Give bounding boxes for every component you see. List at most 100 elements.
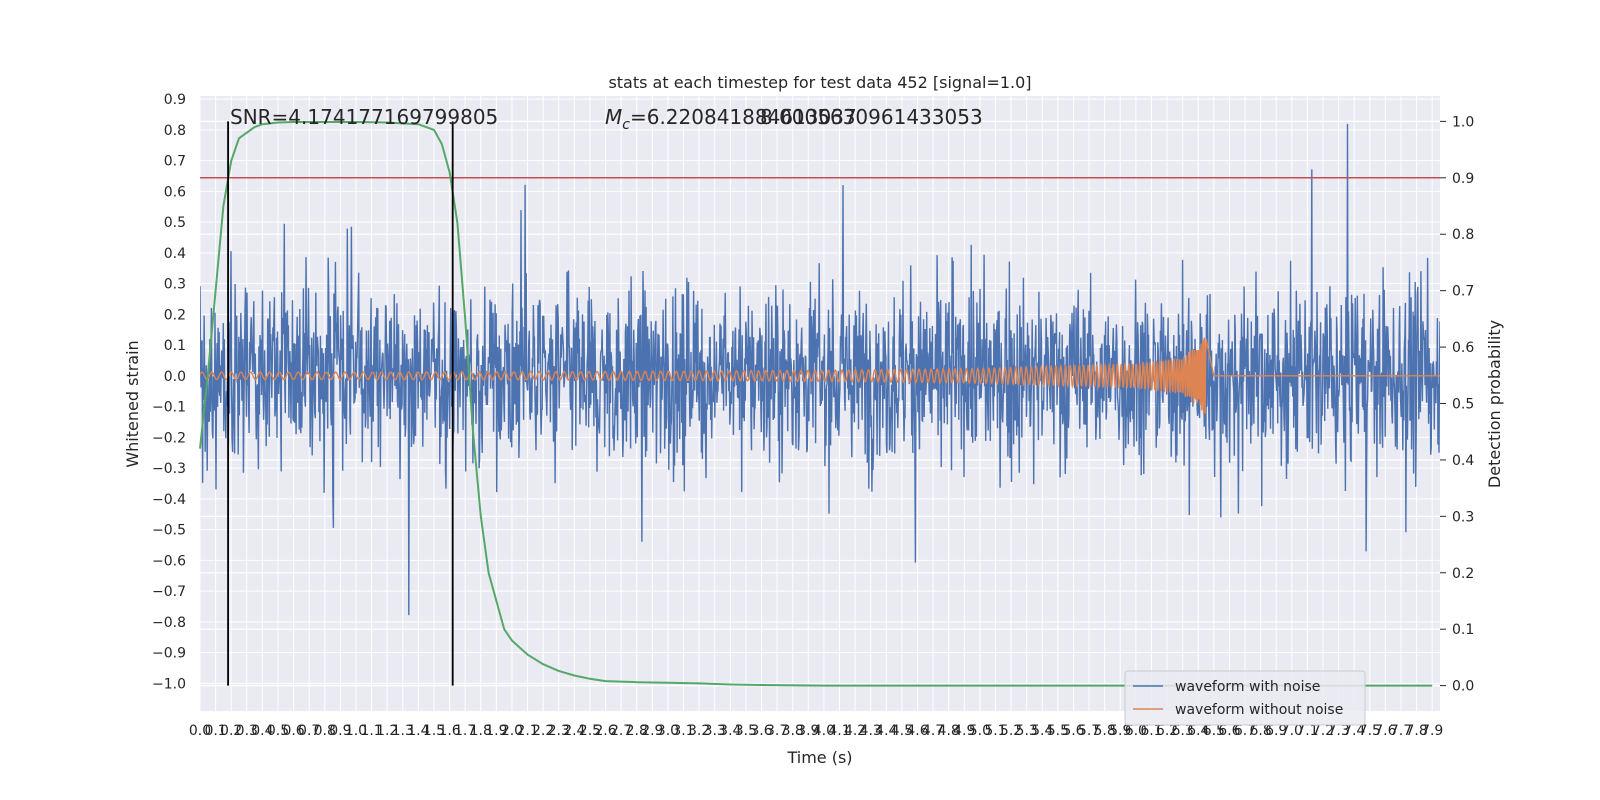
x-tick-label: 1.4 bbox=[407, 723, 429, 739]
x-tick-label: 2.5 bbox=[579, 723, 601, 739]
x-tick-label: 7.8 bbox=[1405, 723, 1427, 739]
data-layer bbox=[200, 123, 1440, 616]
y-tick-label: 0.7 bbox=[164, 154, 186, 170]
y-tick-label: −0.1 bbox=[152, 400, 186, 416]
x-tick-label: 4.1 bbox=[828, 723, 850, 739]
x-tick-label: 5.3 bbox=[1016, 723, 1038, 739]
x-tick-label: 2.7 bbox=[610, 723, 632, 739]
y-tick-label: −0.9 bbox=[152, 646, 186, 662]
x-tick-label: 7.0 bbox=[1281, 723, 1303, 739]
ticks: 0.00.10.20.30.40.50.60.70.80.91.01.11.21… bbox=[152, 92, 1474, 739]
x-tick-label: 3.0 bbox=[657, 723, 679, 739]
x-tick-label: 3.7 bbox=[766, 723, 788, 739]
x-axis-label: Time (s) bbox=[786, 748, 852, 767]
overlay-layer bbox=[199, 121, 1440, 687]
x-tick-label: 0.7 bbox=[298, 723, 320, 739]
y2-tick-label: 0.3 bbox=[1452, 509, 1474, 525]
x-tick-label: 2.4 bbox=[563, 723, 585, 739]
x-tick-label: 3.2 bbox=[688, 723, 710, 739]
x-tick-label: 3.4 bbox=[719, 723, 741, 739]
series-waveform-with-noise bbox=[200, 123, 1440, 616]
y-tick-label: −0.4 bbox=[152, 492, 186, 508]
x-tick-label: 2.6 bbox=[594, 723, 616, 739]
y2-tick-label: 1.0 bbox=[1452, 114, 1474, 130]
x-tick-label: 2.0 bbox=[501, 723, 523, 739]
y-tick-label: 0.5 bbox=[164, 215, 186, 231]
x-tick-label: 7.4 bbox=[1343, 723, 1365, 739]
y2-tick-label: 0.1 bbox=[1452, 622, 1474, 638]
legend: waveform with noise waveform without noi… bbox=[1124, 670, 1366, 726]
x-tick-label: 7.7 bbox=[1390, 723, 1412, 739]
y2-tick-label: 0.9 bbox=[1452, 171, 1474, 187]
x-tick-label: 4.0 bbox=[813, 723, 835, 739]
y-tick-label: 0.8 bbox=[164, 123, 186, 139]
chart-title: stats at each timestep for test data 452… bbox=[608, 73, 1031, 92]
y2-tick-label: 0.5 bbox=[1452, 397, 1474, 413]
x-tick-label: 4.8 bbox=[938, 723, 960, 739]
x-tick-label: 4.4 bbox=[875, 723, 897, 739]
legend-box bbox=[1124, 670, 1366, 726]
y-tick-label: 0.3 bbox=[164, 277, 186, 293]
x-tick-label: 3.5 bbox=[735, 723, 757, 739]
x-tick-label: 1.8 bbox=[470, 723, 492, 739]
x-tick-label: 6.1 bbox=[1140, 723, 1162, 739]
x-tick-label: 1.6 bbox=[438, 723, 460, 739]
overlap-annotation: 8.0005630961433053 bbox=[760, 105, 983, 129]
x-tick-label: 5.0 bbox=[969, 723, 991, 739]
x-tick-label: 7.9 bbox=[1421, 723, 1443, 739]
x-tick-label: 5.4 bbox=[1031, 723, 1053, 739]
mc-annotation: Mc=6.220841884613037 bbox=[605, 105, 857, 133]
y2-tick-label: 0.6 bbox=[1452, 340, 1474, 356]
y-tick-label: −0.8 bbox=[152, 615, 186, 631]
x-tick-label: 6.8 bbox=[1249, 723, 1271, 739]
legend-label-clean: waveform without noise bbox=[1175, 702, 1343, 718]
series-waveform-without-noise bbox=[200, 337, 1440, 414]
y-axis-label: Whitened strain bbox=[123, 340, 142, 467]
x-tick-label: 7.6 bbox=[1374, 723, 1396, 739]
x-tick-label: 5.9 bbox=[1109, 723, 1131, 739]
y-tick-label: −0.7 bbox=[152, 584, 186, 600]
y-tick-label: 0.1 bbox=[164, 338, 186, 354]
x-tick-label: 1.9 bbox=[485, 723, 507, 739]
x-tick-label: 7.5 bbox=[1359, 723, 1381, 739]
x-tick-label: 6.4 bbox=[1187, 723, 1209, 739]
y-tick-label: −1.0 bbox=[152, 676, 186, 692]
x-tick-label: 1.3 bbox=[392, 723, 414, 739]
y2-tick-label: 0.2 bbox=[1452, 566, 1474, 582]
x-tick-label: 6.5 bbox=[1203, 723, 1225, 739]
y-tick-label: −0.2 bbox=[152, 430, 186, 446]
x-tick-label: 2.2 bbox=[532, 723, 554, 739]
y-tick-label: −0.6 bbox=[152, 553, 186, 569]
y2-tick-label: 0.7 bbox=[1452, 284, 1474, 300]
series-detection-probability bbox=[199, 121, 1433, 687]
x-tick-label: 4.9 bbox=[953, 723, 975, 739]
x-tick-label: 0.4 bbox=[251, 723, 273, 739]
y-tick-label: 0.9 bbox=[164, 92, 186, 108]
x-tick-label: 2.3 bbox=[548, 723, 570, 739]
x-tick-label: 1.5 bbox=[423, 723, 445, 739]
x-tick-label: 5.1 bbox=[984, 723, 1006, 739]
x-tick-label: 4.6 bbox=[906, 723, 928, 739]
x-tick-label: 0.8 bbox=[314, 723, 336, 739]
y-tick-label: 0.4 bbox=[164, 246, 186, 262]
x-tick-label: 6.6 bbox=[1218, 723, 1240, 739]
x-tick-label: 7.1 bbox=[1296, 723, 1318, 739]
x-tick-label: 4.3 bbox=[860, 723, 882, 739]
snr-annotation: SNR=4.174177169799805 bbox=[230, 105, 498, 129]
x-tick-label: 6.3 bbox=[1172, 723, 1194, 739]
y2-tick-label: 0.4 bbox=[1452, 453, 1474, 469]
y-tick-label: 0.2 bbox=[164, 307, 186, 323]
x-tick-label: 3.3 bbox=[704, 723, 726, 739]
x-tick-label: 0.9 bbox=[329, 723, 351, 739]
x-tick-label: 6.7 bbox=[1234, 723, 1256, 739]
y2-axis-label: Detection probability bbox=[1485, 320, 1504, 488]
x-tick-label: 0.0 bbox=[189, 723, 211, 739]
x-tick-label: 1.0 bbox=[345, 723, 367, 739]
x-tick-label: 5.8 bbox=[1094, 723, 1116, 739]
y-tick-label: 0.0 bbox=[164, 369, 186, 385]
x-tick-label: 0.3 bbox=[236, 723, 258, 739]
x-tick-label: 3.1 bbox=[672, 723, 694, 739]
y-tick-label: −0.5 bbox=[152, 523, 186, 539]
x-tick-label: 0.1 bbox=[204, 723, 226, 739]
